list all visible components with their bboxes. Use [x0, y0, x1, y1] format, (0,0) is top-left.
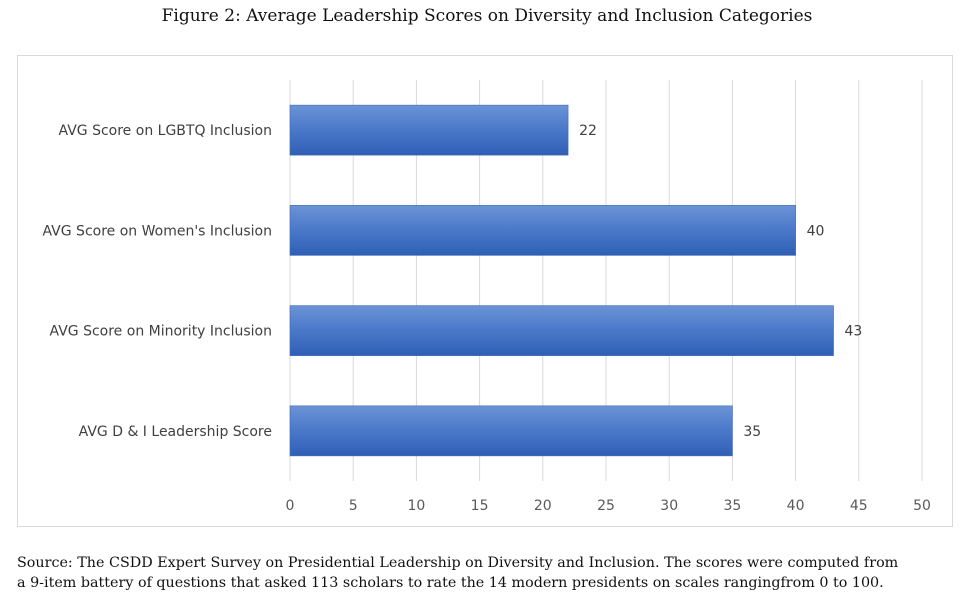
x-tick-label: 30	[660, 498, 678, 514]
chart-frame	[17, 55, 953, 527]
source-line-2: a 9-item battery of questions that asked…	[17, 575, 884, 591]
x-tick-label: 35	[723, 498, 741, 514]
bar	[289, 405, 733, 457]
x-tick-label: 0	[286, 498, 295, 514]
x-tick-label: 10	[407, 498, 425, 514]
bar	[289, 104, 569, 156]
category-label: AVG Score on LGBTQ Inclusion	[59, 123, 272, 139]
category-label: AVG D & I Leadership Score	[79, 424, 272, 440]
source-line-1: Source: The CSDD Expert Survey on Presid…	[17, 555, 899, 571]
value-label: 43	[845, 324, 863, 340]
x-tick-label: 25	[597, 498, 615, 514]
value-label: 22	[579, 123, 597, 139]
bars	[289, 104, 834, 457]
value-label: 35	[743, 424, 761, 440]
x-tick-label: 40	[787, 498, 805, 514]
figure-title: Figure 2: Average Leadership Scores on D…	[161, 6, 813, 26]
bar-chart: 0 5 10 15 20 25 30 35 40 45 50 AVG Score on LGBTQ I…	[43, 80, 931, 514]
labels: 0 5 10 15 20 25 30 35 40 45 50 AVG Score on LGBTQ I…	[43, 123, 931, 514]
x-tick-label: 45	[850, 498, 868, 514]
bar	[289, 205, 796, 256]
x-tick-label: 20	[534, 498, 552, 514]
bar	[289, 305, 834, 356]
x-tick-label: 5	[349, 498, 358, 514]
category-label: AVG Score on Women's Inclusion	[43, 223, 273, 239]
category-label: AVG Score on Minority Inclusion	[50, 324, 272, 340]
x-tick-label: 15	[471, 498, 489, 514]
x-tick-label: 50	[913, 498, 931, 514]
source-note: Source: The CSDD Expert Survey on Presid…	[17, 553, 957, 593]
value-label: 40	[807, 223, 825, 239]
